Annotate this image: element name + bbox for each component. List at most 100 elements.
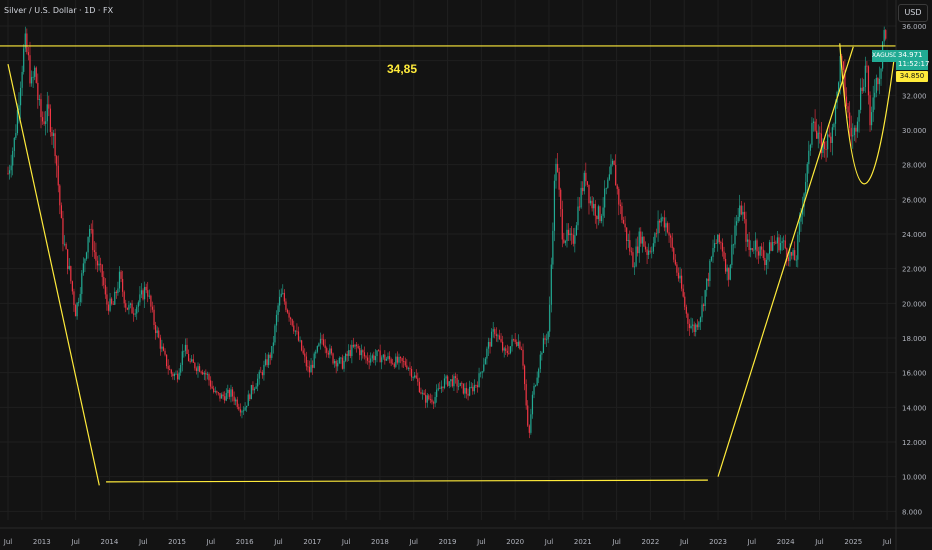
candle-body: [806, 164, 808, 182]
candle-body: [608, 174, 610, 180]
candle-body: [321, 338, 323, 340]
x-tick-label: 2022: [642, 538, 660, 546]
candle-body: [795, 259, 797, 261]
candle-body: [663, 217, 665, 228]
candle-body: [646, 249, 648, 255]
candle-body: [739, 205, 741, 217]
candle-body: [704, 290, 706, 307]
candle-body: [660, 217, 662, 223]
candle-body: [860, 87, 862, 110]
candle-body: [341, 357, 344, 369]
candle-body: [235, 399, 237, 402]
candle-body: [517, 341, 519, 346]
candle-body: [150, 295, 152, 307]
candle-body: [563, 239, 565, 243]
candle-body: [632, 252, 634, 268]
candle-body: [776, 237, 778, 244]
x-tick-label: 2018: [371, 538, 389, 546]
candle-body: [387, 356, 389, 359]
candle-body: [513, 339, 515, 341]
candle-body: [344, 353, 347, 361]
candle-body: [503, 348, 505, 351]
candle-body: [217, 392, 220, 394]
candle-body: [690, 325, 692, 329]
candle-body: [797, 234, 799, 260]
candle-body: [439, 388, 441, 390]
candle-body: [459, 382, 461, 386]
candle-body: [778, 237, 780, 251]
candle-body: [396, 356, 399, 363]
candle-body: [578, 206, 581, 208]
x-tick-label: Jul: [544, 538, 554, 546]
candle-body: [847, 106, 849, 113]
candle-body: [462, 383, 464, 394]
candle-body: [128, 304, 130, 310]
candle-body: [453, 376, 455, 387]
candle-body: [812, 121, 815, 123]
candle-body: [272, 342, 274, 347]
candle-body: [762, 249, 764, 259]
candle-body: [436, 389, 438, 398]
candle-body: [855, 127, 857, 132]
candle-body: [589, 200, 592, 204]
candle-body: [635, 246, 637, 267]
currency-button[interactable]: USD: [898, 4, 928, 22]
candle-body: [117, 288, 119, 294]
candle-body: [502, 341, 504, 351]
candle-body: [506, 350, 508, 354]
candle-body: [407, 368, 410, 369]
candle-body: [366, 357, 369, 361]
candle-body: [447, 376, 449, 386]
candle-body: [144, 286, 146, 300]
x-tick-label: 2016: [236, 538, 254, 546]
candle-body: [641, 236, 643, 244]
candle-body: [604, 188, 606, 208]
candle-body: [421, 392, 424, 394]
candle-body: [173, 374, 176, 377]
candle-body: [450, 379, 452, 382]
candle-body: [67, 249, 69, 270]
candle-body: [619, 204, 621, 207]
candle-body: [764, 258, 766, 265]
candle-body: [96, 260, 99, 266]
candle-body: [688, 323, 691, 329]
candle-body: [406, 365, 408, 369]
candle-body: [316, 346, 318, 352]
candle-body: [772, 242, 774, 251]
candle-body: [323, 339, 325, 346]
candle-body: [874, 92, 876, 98]
candle-body: [657, 220, 659, 234]
candle-body: [728, 267, 730, 280]
candle-body: [326, 348, 328, 353]
candle-body: [767, 253, 769, 260]
candle-body: [627, 240, 629, 242]
candle-body: [420, 392, 422, 394]
candle-body: [200, 371, 202, 373]
trend-line: [106, 479, 708, 483]
candle-body: [34, 67, 36, 77]
candle-body: [54, 133, 56, 157]
candle-body: [261, 372, 263, 376]
candle-body: [654, 233, 656, 244]
candle-body: [283, 292, 285, 302]
level-label: 34,85: [387, 62, 418, 76]
candle-body: [253, 388, 256, 391]
candle-body: [486, 348, 488, 359]
candle-body: [90, 228, 92, 230]
candle-body: [637, 246, 639, 254]
candle-body: [737, 216, 739, 222]
trend-line: [717, 46, 854, 477]
candle-body: [600, 215, 603, 222]
candle-body: [109, 298, 111, 311]
candle-body: [131, 303, 133, 314]
candle-body: [616, 185, 618, 189]
candle-body: [107, 304, 110, 311]
candle-body: [101, 264, 103, 278]
x-tick-label: 2024: [777, 538, 795, 546]
candle-body: [93, 250, 95, 253]
candle-body: [355, 344, 358, 347]
x-tick-label: Jul: [273, 538, 283, 546]
candle-body: [550, 264, 552, 305]
y-tick-label: 22.000: [902, 266, 927, 274]
